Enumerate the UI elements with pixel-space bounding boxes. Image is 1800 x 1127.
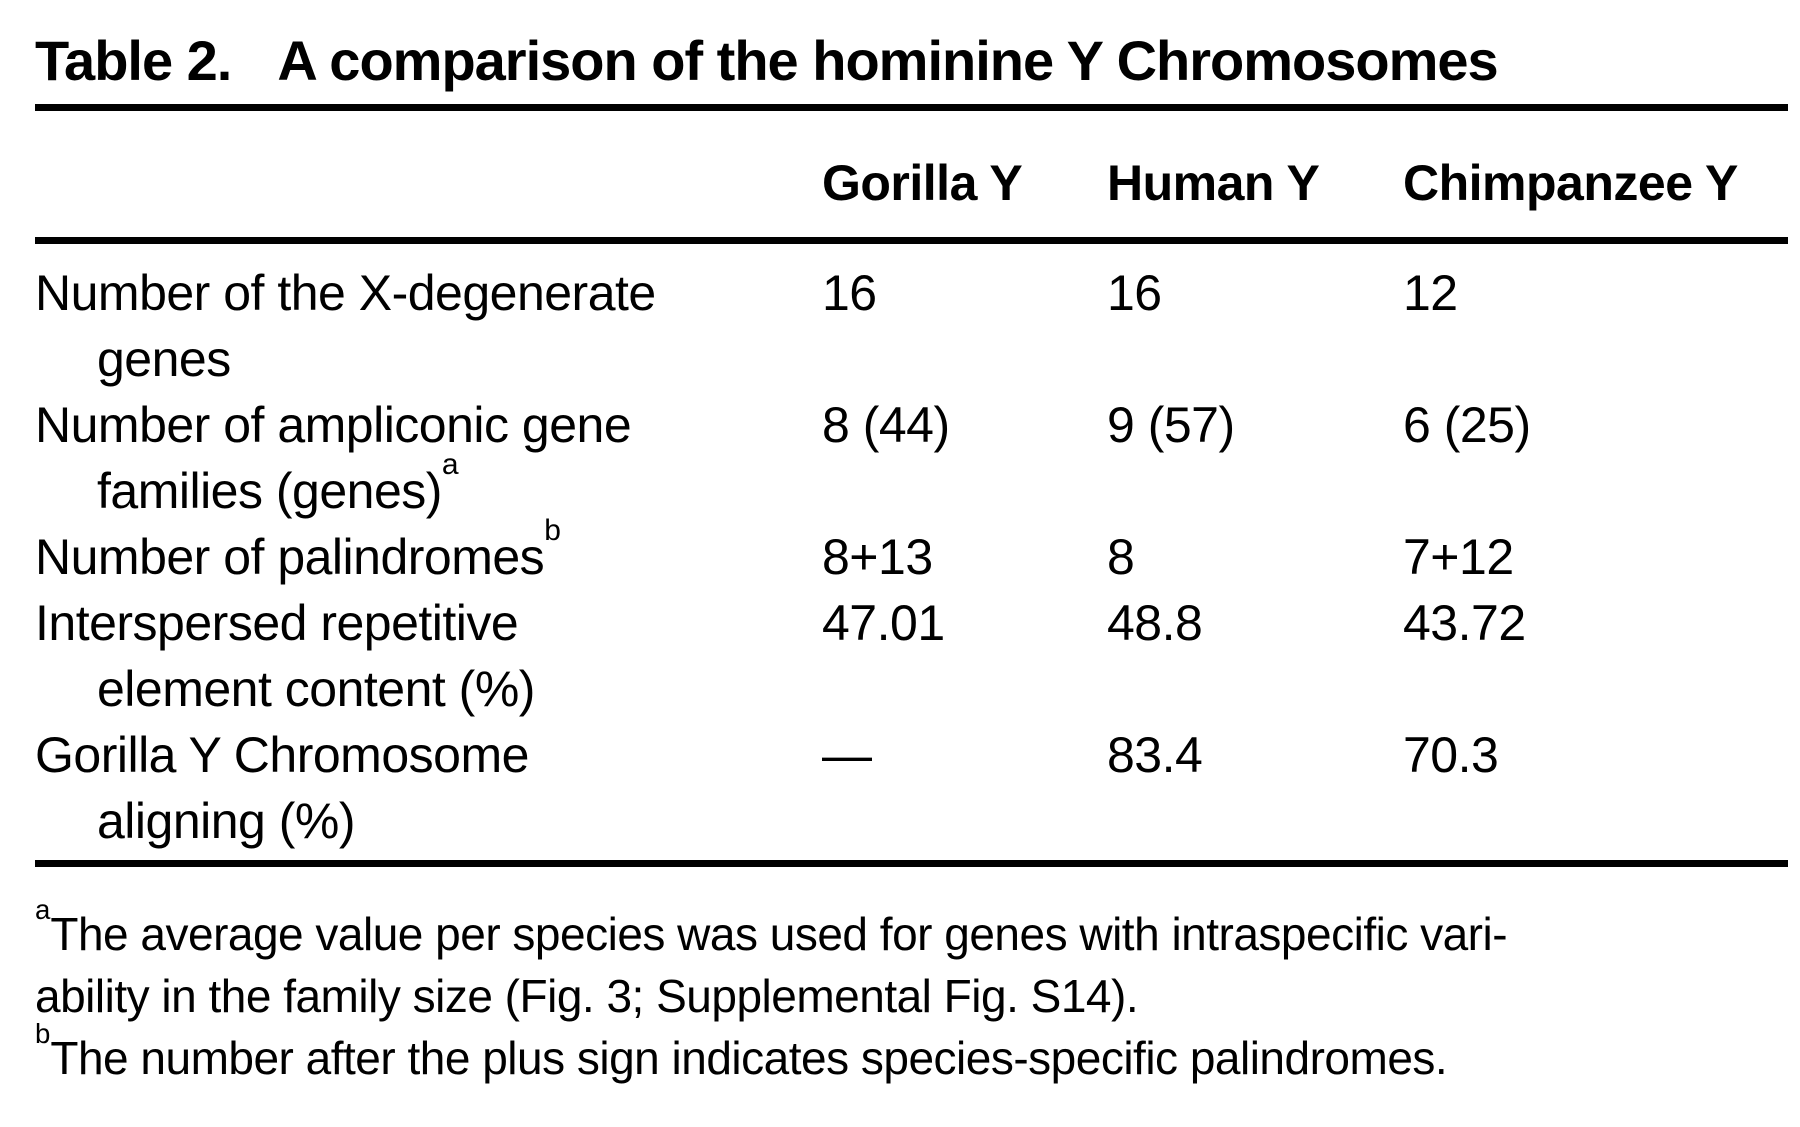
table-caption: A comparison of the hominine Y Chromosom… [277,29,1498,92]
table-body: Number of the X-degenerate genes 16 16 1… [35,244,1788,860]
rule-below-body [35,860,1788,867]
table-number: Table 2. [35,29,232,92]
row-label-line: genes [35,326,822,392]
footnote-marker-b: b [544,513,561,547]
cell-human: 48.8 [1107,595,1203,651]
row-label-text: Number of the X-degenerate [35,265,656,321]
cell-chimpanzee: 70.3 [1403,727,1499,783]
row-label-text: Gorilla Y Chromosome [35,727,529,783]
cell-human: 83.4 [1107,727,1203,783]
footnote-b: bThe number after the plus sign indicate… [35,1019,1788,1089]
table-row: Number of ampliconic gene families (gene… [35,392,1788,524]
row-label-line: Number of ampliconic gene [35,392,822,458]
cell-human: 9 (57) [1107,397,1235,453]
row-label-text: element content (%) [97,661,535,717]
cell-chimpanzee: 7+12 [1403,529,1514,585]
cell-gorilla: 8+13 [822,529,933,585]
cell-gorilla: 8 (44) [822,397,950,453]
cell-chimpanzee: 12 [1403,265,1458,321]
row-label-text: aligning (%) [97,793,356,849]
table-row: Interspersed repetitive element content … [35,590,1788,722]
cell-chimpanzee: 43.72 [1403,595,1526,651]
column-header-human: Human Y [1107,155,1320,211]
row-label-text: Number of ampliconic gene [35,397,632,453]
footnote-a-marker: a [35,893,51,925]
row-label-line: Number of palindromesb [35,515,822,590]
cell-chimpanzee: 6 (25) [1403,397,1531,453]
column-header-gorilla: Gorilla Y [822,155,1023,211]
footnotes-block: aThe average value per species was used … [35,895,1788,1089]
rule-below-header [35,237,1788,244]
footnote-b-marker: b [35,1017,51,1049]
column-header-row: Gorilla Y Human Y Chimpanzee Y [35,111,1788,237]
row-label-line: families (genes)a [35,449,822,524]
row-label-text: Number of palindromes [35,529,545,585]
table-row: Number of the X-degenerate genes 16 16 1… [35,260,1788,392]
column-header-chimpanzee: Chimpanzee Y [1403,155,1738,211]
row-label-line: Gorilla Y Chromosome [35,722,822,788]
footnote-marker-a: a [441,447,459,481]
row-label-ampliconic-families: Number of ampliconic gene families (gene… [35,392,822,524]
rule-below-title [35,104,1788,111]
row-label-text: genes [97,331,231,387]
row-label-text: Interspersed repetitive [35,595,519,651]
table-row: Number of palindromesb 8+13 8 7+12 [35,515,1788,590]
row-label-line: Number of the X-degenerate [35,260,822,326]
cell-gorilla: 47.01 [822,595,945,651]
row-label-repetitive-content: Interspersed repetitive element content … [35,590,822,722]
footnote-a: aThe average value per species was used … [35,895,1788,1027]
cell-gorilla: 16 [822,265,877,321]
table-title: Table 2. A comparison of the hominine Y C… [35,30,1788,92]
table-row: Gorilla Y Chromosome aligning (%) — 83.4… [35,722,1788,854]
row-label-line: element content (%) [35,656,822,722]
cell-gorilla-dash: — [822,727,872,783]
row-label-line: aligning (%) [35,788,822,854]
row-label-x-degenerate-genes: Number of the X-degenerate genes [35,260,822,392]
row-label-palindromes: Number of palindromesb [35,515,822,590]
cell-human: 8 [1107,529,1135,585]
footnote-a-text-line1: The average value per species was used f… [50,908,1508,960]
row-label-line: Interspersed repetitive [35,590,822,656]
row-label-text: families (genes) [97,463,442,519]
footnote-a-text-line2: ability in the family size (Fig. 3; Supp… [35,970,1139,1022]
footnote-b-text-line1: The number after the plus sign indicates… [50,1032,1448,1084]
cell-human: 16 [1107,265,1162,321]
row-label-gorilla-aligning: Gorilla Y Chromosome aligning (%) [35,722,822,854]
